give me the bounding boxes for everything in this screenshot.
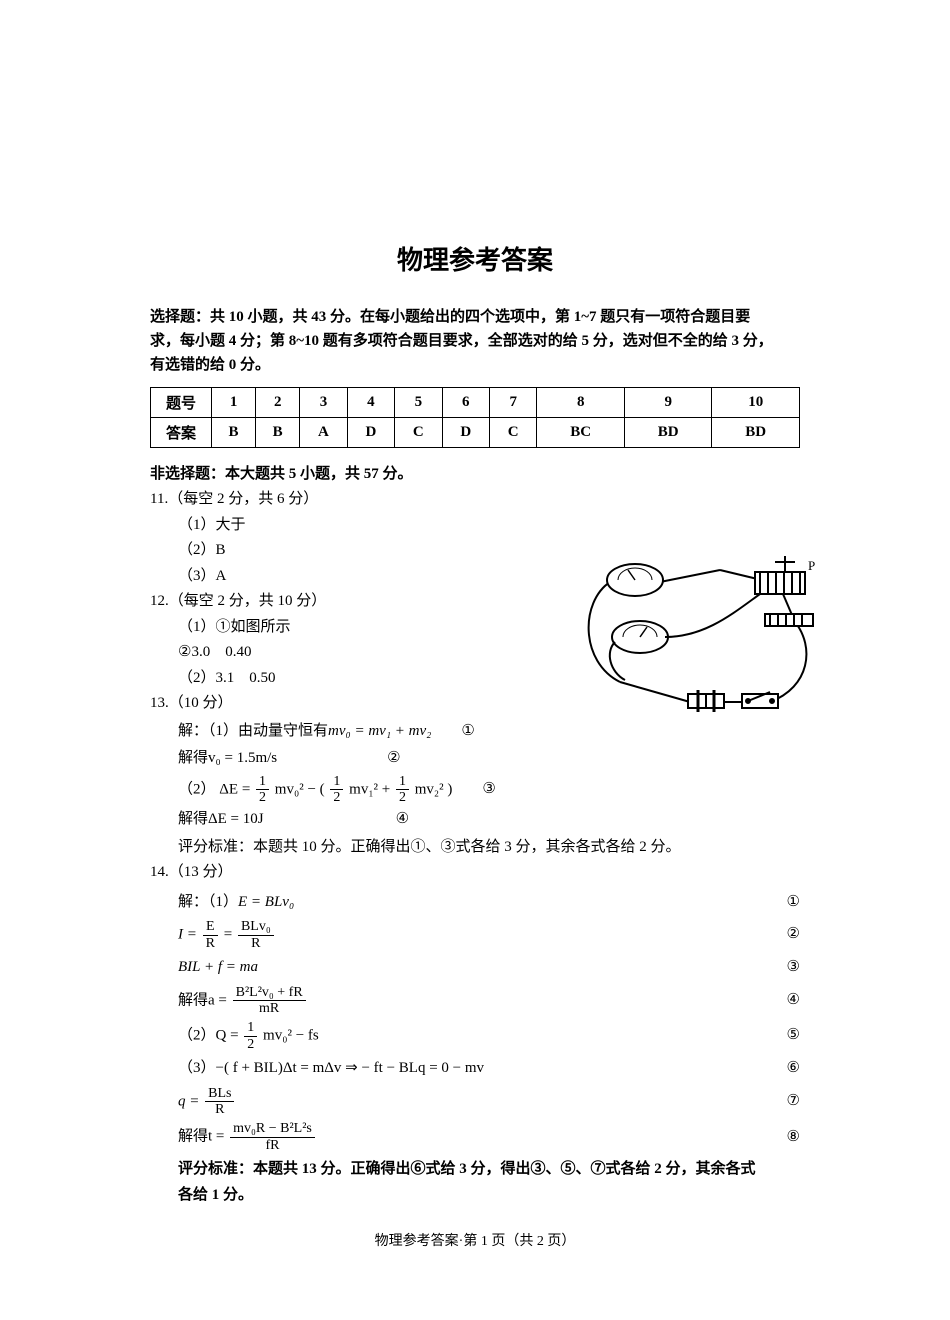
cell: B [212,418,256,448]
text: 解得ΔE = 10J [178,807,264,833]
label-p: P [808,558,815,573]
cell: 6 [442,388,489,418]
equation-line: 解得a = B²L²v₀ + fRmR ④ [178,985,800,1017]
text: q = [178,1093,199,1109]
fraction: BLv₀R [238,919,274,951]
equation-line: BIL + f = ma ③ [178,955,800,981]
page-footer: 物理参考答案·第 1 页（共 2 页） [0,1230,950,1250]
page-title: 物理参考答案 [150,240,800,277]
step-number: ③ [482,777,495,803]
cell: 4 [347,388,394,418]
q-head: 14.（13 分） [150,860,800,886]
equation-line: 解：（1）E = BLv₀ ① [178,890,800,916]
cell: BD [624,418,712,448]
cell: BC [537,418,625,448]
fraction: B²L²v₀ + fRmR [233,985,306,1017]
cell: 10 [712,388,800,418]
cell: B [256,418,300,448]
cell: 1 [212,388,256,418]
fraction: 12 [330,774,343,806]
text: mv₀² − ( [275,781,325,797]
equation-line: I = ER = BLv₀R ② [178,919,800,951]
step-number: ① [787,890,800,916]
equation-line: 解：（1）由动量守恒有mv₀ = mv₁ + mv₂ ① [178,719,800,745]
step-number: ⑤ [787,1023,800,1049]
step-number: ② [787,922,800,948]
rubric: 各给 1 分。 [178,1183,800,1209]
step-number: ⑦ [787,1089,800,1115]
step-number: ⑧ [787,1125,800,1151]
text: （2） [178,781,216,797]
fraction: 12 [396,774,409,806]
text: ΔE = [219,781,250,797]
cell: D [347,418,394,448]
fraction: 12 [244,1020,257,1052]
intro-line: 有选错的给 0 分。 [150,353,800,377]
answers-table: 题号 1 2 3 4 5 6 7 8 9 10 答案 B B A D C D C… [150,387,800,448]
equation: （3）−( f + BIL)Δt = mΔv ⇒ − ft − BLq = 0 … [178,1056,484,1082]
cell: 2 [256,388,300,418]
question-14: 14.（13 分） 解：（1）E = BLv₀ ① I = ER = BLv₀R… [150,860,800,1208]
cell: A [300,418,347,448]
text: mv₂² ) [415,781,453,797]
step-number: ⑥ [787,1056,800,1082]
row-header: 题号 [151,388,212,418]
fraction: 12 [256,774,269,806]
q-head: 11.（每空 2 分，共 6 分） [150,487,800,513]
step-number: ③ [787,955,800,981]
equation-line: （2） ΔE = 12 mv₀² − ( 12 mv₁² + 12 mv₂² )… [178,774,800,806]
text: 解：（1） [178,894,238,910]
equation-line: 解得t = mv₀R − B²L²sfR ⑧ [178,1121,800,1153]
intro-line: 选择题：共 10 小题，共 43 分。在每小题给出的四个选项中，第 1~7 题只… [150,305,800,329]
section-heading: 非选择题：本大题共 5 小题，共 57 分。 [150,462,800,483]
text: 解：（1）由动量守恒有 [178,723,328,739]
text: 解得a = [178,992,227,1008]
equation: mv₀ = mv₁ + mv₂ [328,723,431,739]
text: = [224,927,232,943]
cell: 3 [300,388,347,418]
equation-line: 解得ΔE = 10J ④ [178,807,800,833]
cell: 9 [624,388,712,418]
rubric: 评分标准：本题共 13 分。正确得出⑥式给 3 分，得出③、⑤、⑦式各给 2 分… [178,1157,800,1183]
text: 解得t = [178,1129,224,1145]
table-row: 题号 1 2 3 4 5 6 7 8 9 10 [151,388,800,418]
intro-line: 求，每小题 4 分；第 8~10 题有多项符合题目要求，全部选对的给 5 分，选… [150,329,800,353]
text: 解得v₀ = 1.5m/s [178,746,277,772]
row-header: 答案 [151,418,212,448]
step-number: ① [461,719,474,745]
equation: E = BLv₀ [238,894,294,910]
cell: 5 [395,388,442,418]
intro-text: 选择题：共 10 小题，共 43 分。在每小题给出的四个选项中，第 1~7 题只… [150,305,800,377]
cell: BD [712,418,800,448]
cell: 7 [490,388,537,418]
equation: BIL + f = ma [178,955,258,981]
cell: D [442,418,489,448]
equation-line: 解得v₀ = 1.5m/s ② [178,746,800,772]
step-number: ④ [396,807,409,833]
answer-line: （1）大于 [178,513,800,539]
fraction: mv₀R − B²L²sfR [230,1121,315,1153]
text: mv₀² − fs [263,1028,319,1044]
circuit-diagram-icon: P [570,552,830,722]
fraction: ER [203,919,218,951]
text: （2）Q = [178,1028,239,1044]
page: 物理参考答案 选择题：共 10 小题，共 43 分。在每小题给出的四个选项中，第… [0,0,950,1320]
text: mv₁² + [349,781,390,797]
step-number: ④ [787,988,800,1014]
step-number: ② [387,746,400,772]
equation-line: （2）Q = 12 mv₀² − fs ⑤ [178,1020,800,1052]
equation-line: （3）−( f + BIL)Δt = mΔv ⇒ − ft − BLq = 0 … [178,1056,800,1082]
cell: C [395,418,442,448]
equation-line: q = BLsR ⑦ [178,1086,800,1118]
cell: 8 [537,388,625,418]
rubric: 评分标准：本题共 10 分。正确得出①、③式各给 3 分，其余各式各给 2 分。 [178,835,800,861]
cell: C [490,418,537,448]
table-row: 答案 B B A D C D C BC BD BD [151,418,800,448]
text: I = [178,927,197,943]
fraction: BLsR [205,1086,234,1118]
